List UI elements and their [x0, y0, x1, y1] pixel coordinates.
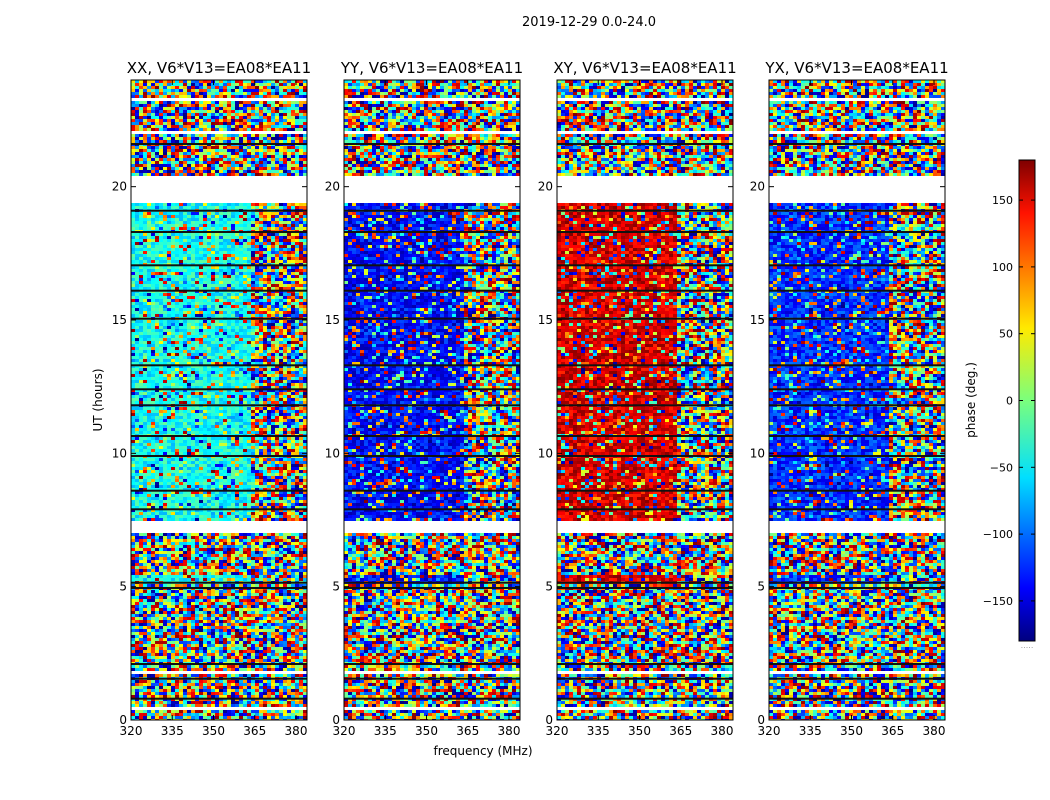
x-tick-label: 380	[923, 724, 946, 738]
panel-xy: XY, V6*V13=EA08*EA11 320 335 350 365 380 0 5 10 1…	[538, 59, 737, 738]
x-tick-label: 365	[456, 724, 479, 738]
panel-frame	[130, 79, 308, 721]
y-tick-label: 0	[757, 713, 765, 727]
x-tick-label: 335	[374, 724, 397, 738]
y-tick-label: 15	[538, 313, 553, 327]
y-tick-label: 0	[545, 713, 553, 727]
panel-yx: YX, V6*V13=EA08*EA11 320 335 350 365 380 0 5 10 1…	[750, 59, 949, 738]
panel-title: XY, V6*V13=EA08*EA11	[553, 59, 736, 77]
x-tick-label: 320	[758, 724, 781, 738]
panel-title: YY, V6*V13=EA08*EA11	[340, 59, 523, 77]
colorbar-tick-label: 50	[999, 328, 1013, 341]
colorbar-footer: .....	[1021, 641, 1034, 650]
colorbar-ticks: 150 100 50 0 −50 −100 −150	[983, 194, 1035, 608]
y-tick-label: 20	[112, 180, 127, 194]
y-tick-label: 15	[112, 313, 127, 327]
y-tick-label: 20	[750, 180, 765, 194]
y-tick-label: 10	[325, 446, 340, 460]
x-tick-label: 350	[628, 724, 651, 738]
y-tick-label: 15	[325, 313, 340, 327]
panel-frame	[343, 79, 521, 721]
panel-yy: YY, V6*V13=EA08*EA11 320 335 350 365 380 0 5 10 1…	[325, 59, 523, 738]
y-tick-label: 10	[112, 446, 127, 460]
y-tick-label: 10	[538, 446, 553, 460]
colorbar-tick-label: −100	[983, 528, 1013, 541]
panel-frame	[768, 79, 946, 721]
y-tick-label: 0	[332, 713, 340, 727]
y-axis-label: UT (hours)	[91, 368, 105, 431]
x-axis-label: frequency (MHz)	[433, 744, 532, 758]
x-tick-label: 335	[587, 724, 610, 738]
figure-title: 2019-12-29 0.0-24.0	[522, 15, 656, 30]
colorbar-tick-label: 0	[1006, 395, 1013, 408]
x-tick-label: 320	[120, 724, 143, 738]
y-tick-label: 5	[545, 580, 553, 594]
x-tick-label: 320	[546, 724, 569, 738]
panel-title: YX, V6*V13=EA08*EA11	[764, 59, 948, 77]
colorbar-tick-label: −150	[983, 595, 1013, 608]
x-tick-label: 350	[840, 724, 863, 738]
y-tick-label: 5	[332, 580, 340, 594]
x-tick-label: 365	[881, 724, 904, 738]
x-tick-label: 335	[161, 724, 184, 738]
colorbar-tick-label: −50	[990, 461, 1013, 474]
panels: XX, V6*V13=EA08*EA11 320 335 350 365 380 0 5 10 1…	[112, 59, 949, 738]
y-tick-label: 0	[119, 713, 127, 727]
y-tick-label: 5	[119, 580, 127, 594]
panel-title: XX, V6*V13=EA08*EA11	[127, 59, 311, 77]
colorbar-tick-label: 100	[992, 261, 1013, 274]
x-tick-label: 320	[333, 724, 356, 738]
heatmap-xx	[131, 80, 307, 720]
x-tick-label: 365	[669, 724, 692, 738]
x-tick-label: 365	[243, 724, 266, 738]
colorbar-label: phase (deg.)	[964, 362, 978, 438]
y-tick-label: 5	[757, 580, 765, 594]
x-tick-label: 380	[711, 724, 734, 738]
heatmap-yy	[344, 80, 520, 720]
heatmap-xy	[557, 80, 733, 720]
colorbar-tick-label: 150	[992, 194, 1013, 207]
panel-xx: XX, V6*V13=EA08*EA11 320 335 350 365 380 0 5 10 1…	[112, 59, 312, 738]
x-tick-label: 380	[285, 724, 308, 738]
colorbar: 150 100 50 0 −50 −100 −150 phase (deg.) .....	[964, 159, 1036, 650]
y-tick-label: 10	[750, 446, 765, 460]
x-tick-label: 350	[202, 724, 225, 738]
x-tick-label: 335	[799, 724, 822, 738]
x-tick-label: 350	[415, 724, 438, 738]
heatmap-yx	[769, 80, 945, 720]
y-tick-label: 15	[750, 313, 765, 327]
panel-frame	[556, 79, 734, 721]
y-tick-label: 20	[538, 180, 553, 194]
y-tick-label: 20	[325, 180, 340, 194]
x-tick-label: 380	[498, 724, 521, 738]
